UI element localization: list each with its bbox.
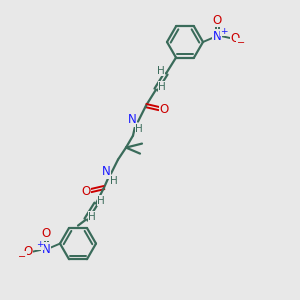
Text: O: O xyxy=(212,14,222,26)
Text: N: N xyxy=(128,113,136,126)
Text: −: − xyxy=(237,38,245,48)
Text: H: H xyxy=(88,212,96,222)
Text: N: N xyxy=(213,29,221,43)
Text: O: O xyxy=(230,32,240,44)
Text: H: H xyxy=(110,176,118,186)
Text: +: + xyxy=(220,26,228,35)
Text: O: O xyxy=(23,245,33,258)
Text: H: H xyxy=(135,124,143,134)
Text: H: H xyxy=(158,82,166,92)
Text: O: O xyxy=(41,227,51,240)
Text: N: N xyxy=(42,243,50,256)
Text: O: O xyxy=(159,103,169,116)
Text: O: O xyxy=(81,185,91,198)
Text: H: H xyxy=(157,66,165,76)
Text: H: H xyxy=(97,196,105,206)
Text: N: N xyxy=(102,165,110,178)
Text: +: + xyxy=(36,240,44,249)
Text: −: − xyxy=(18,252,26,262)
